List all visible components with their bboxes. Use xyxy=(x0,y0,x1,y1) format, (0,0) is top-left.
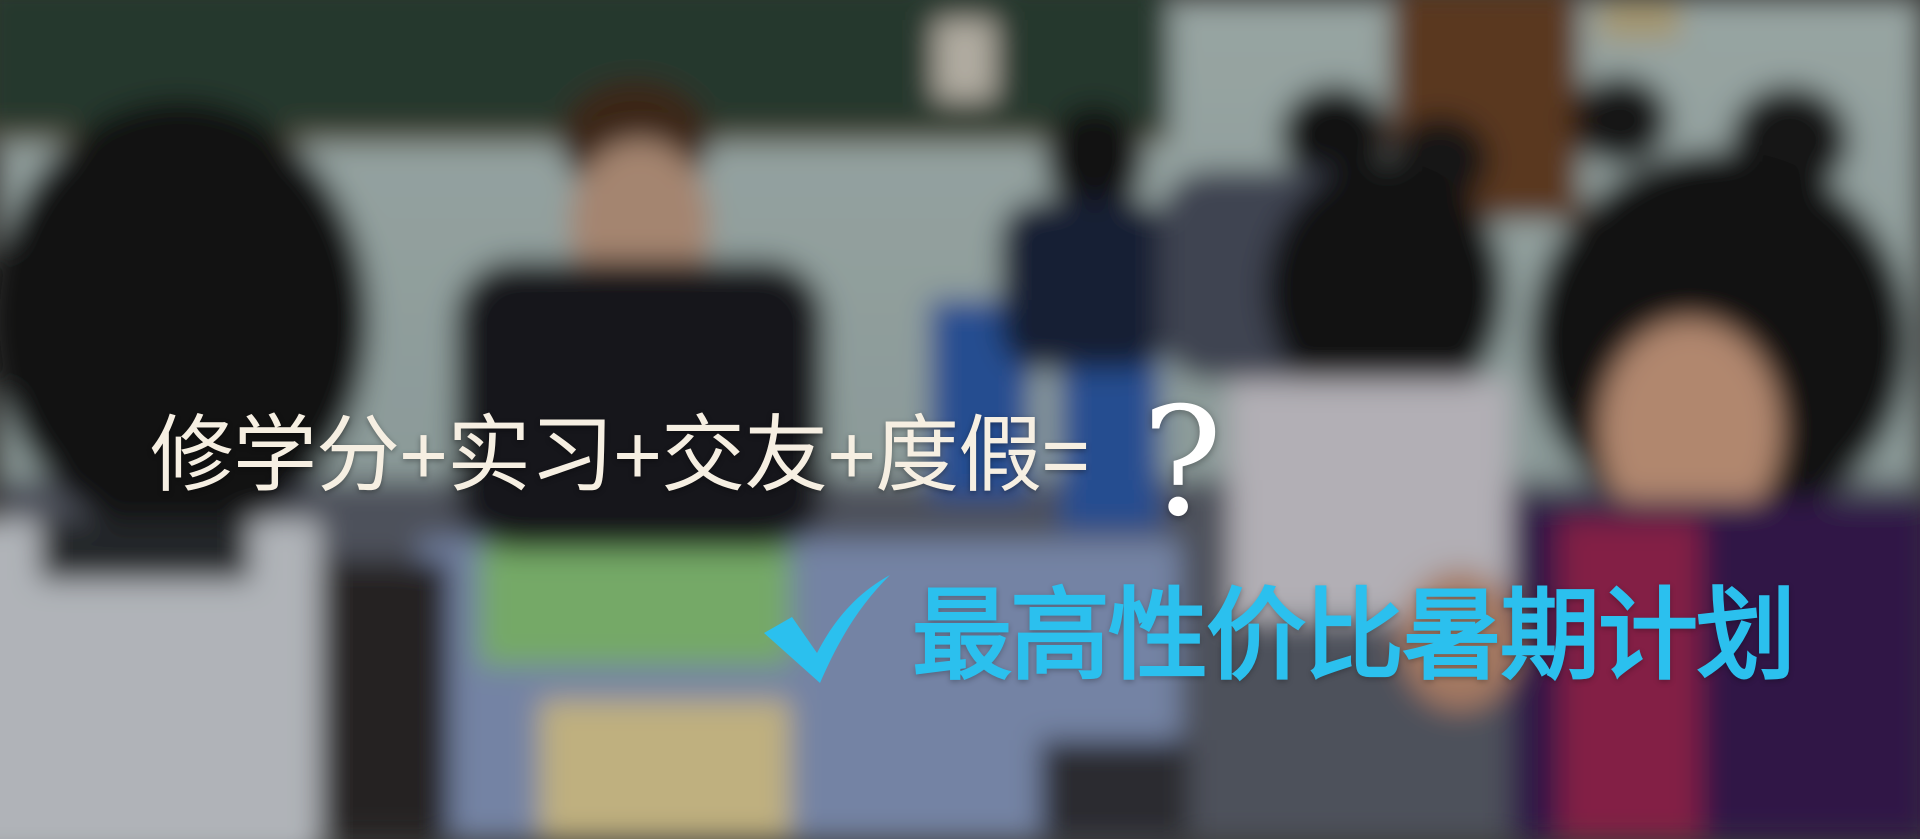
headline-equation: 修学分+实习+交友+度假= xyxy=(150,408,1090,502)
question-mark: ? xyxy=(1142,376,1223,550)
check-mark-icon xyxy=(764,575,890,683)
slogan-best-value-summer-plan: 最高性价比暑期计划 xyxy=(912,577,1796,694)
